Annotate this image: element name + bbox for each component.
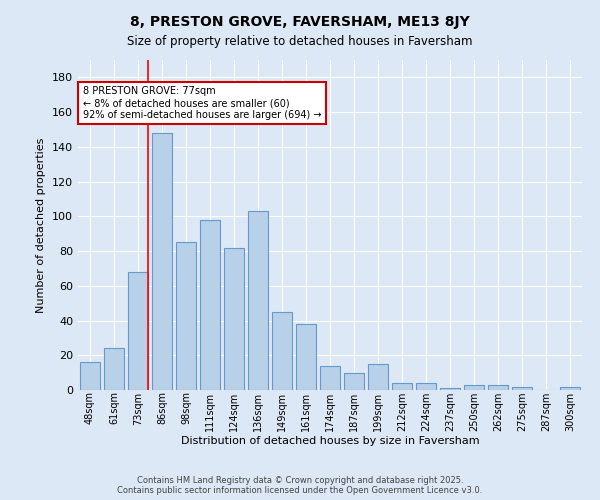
Bar (464, 385, 484, 390)
Bar (488, 385, 508, 390)
Bar (392, 383, 412, 390)
Bar (152, 133, 172, 390)
Bar (560, 386, 580, 390)
Bar (248, 211, 268, 390)
Text: 8, PRESTON GROVE, FAVERSHAM, ME13 8JY: 8, PRESTON GROVE, FAVERSHAM, ME13 8JY (130, 15, 470, 29)
Bar (80, 362, 100, 390)
Bar (416, 383, 436, 390)
Bar (320, 366, 340, 390)
Bar (440, 388, 460, 390)
Text: Contains HM Land Registry data © Crown copyright and database right 2025.
Contai: Contains HM Land Registry data © Crown c… (118, 476, 482, 495)
Bar (200, 220, 220, 390)
Bar (224, 248, 244, 390)
Bar (272, 312, 292, 390)
Bar (368, 364, 388, 390)
Bar (512, 386, 532, 390)
Text: 8 PRESTON GROVE: 77sqm
← 8% of detached houses are smaller (60)
92% of semi-deta: 8 PRESTON GROVE: 77sqm ← 8% of detached … (83, 86, 322, 120)
Text: Size of property relative to detached houses in Faversham: Size of property relative to detached ho… (127, 35, 473, 48)
Bar (128, 272, 148, 390)
Y-axis label: Number of detached properties: Number of detached properties (37, 138, 46, 312)
Bar (176, 242, 196, 390)
X-axis label: Distribution of detached houses by size in Faversham: Distribution of detached houses by size … (181, 436, 479, 446)
Bar (344, 372, 364, 390)
Bar (104, 348, 124, 390)
Bar (296, 324, 316, 390)
